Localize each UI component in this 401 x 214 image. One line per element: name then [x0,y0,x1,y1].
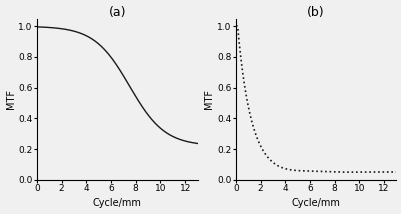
Y-axis label: MTF: MTF [204,89,214,109]
X-axis label: Cycle/mm: Cycle/mm [93,198,141,208]
Title: (a): (a) [108,6,126,19]
Y-axis label: MTF: MTF [6,89,16,109]
Title: (b): (b) [306,6,324,19]
X-axis label: Cycle/mm: Cycle/mm [291,198,340,208]
